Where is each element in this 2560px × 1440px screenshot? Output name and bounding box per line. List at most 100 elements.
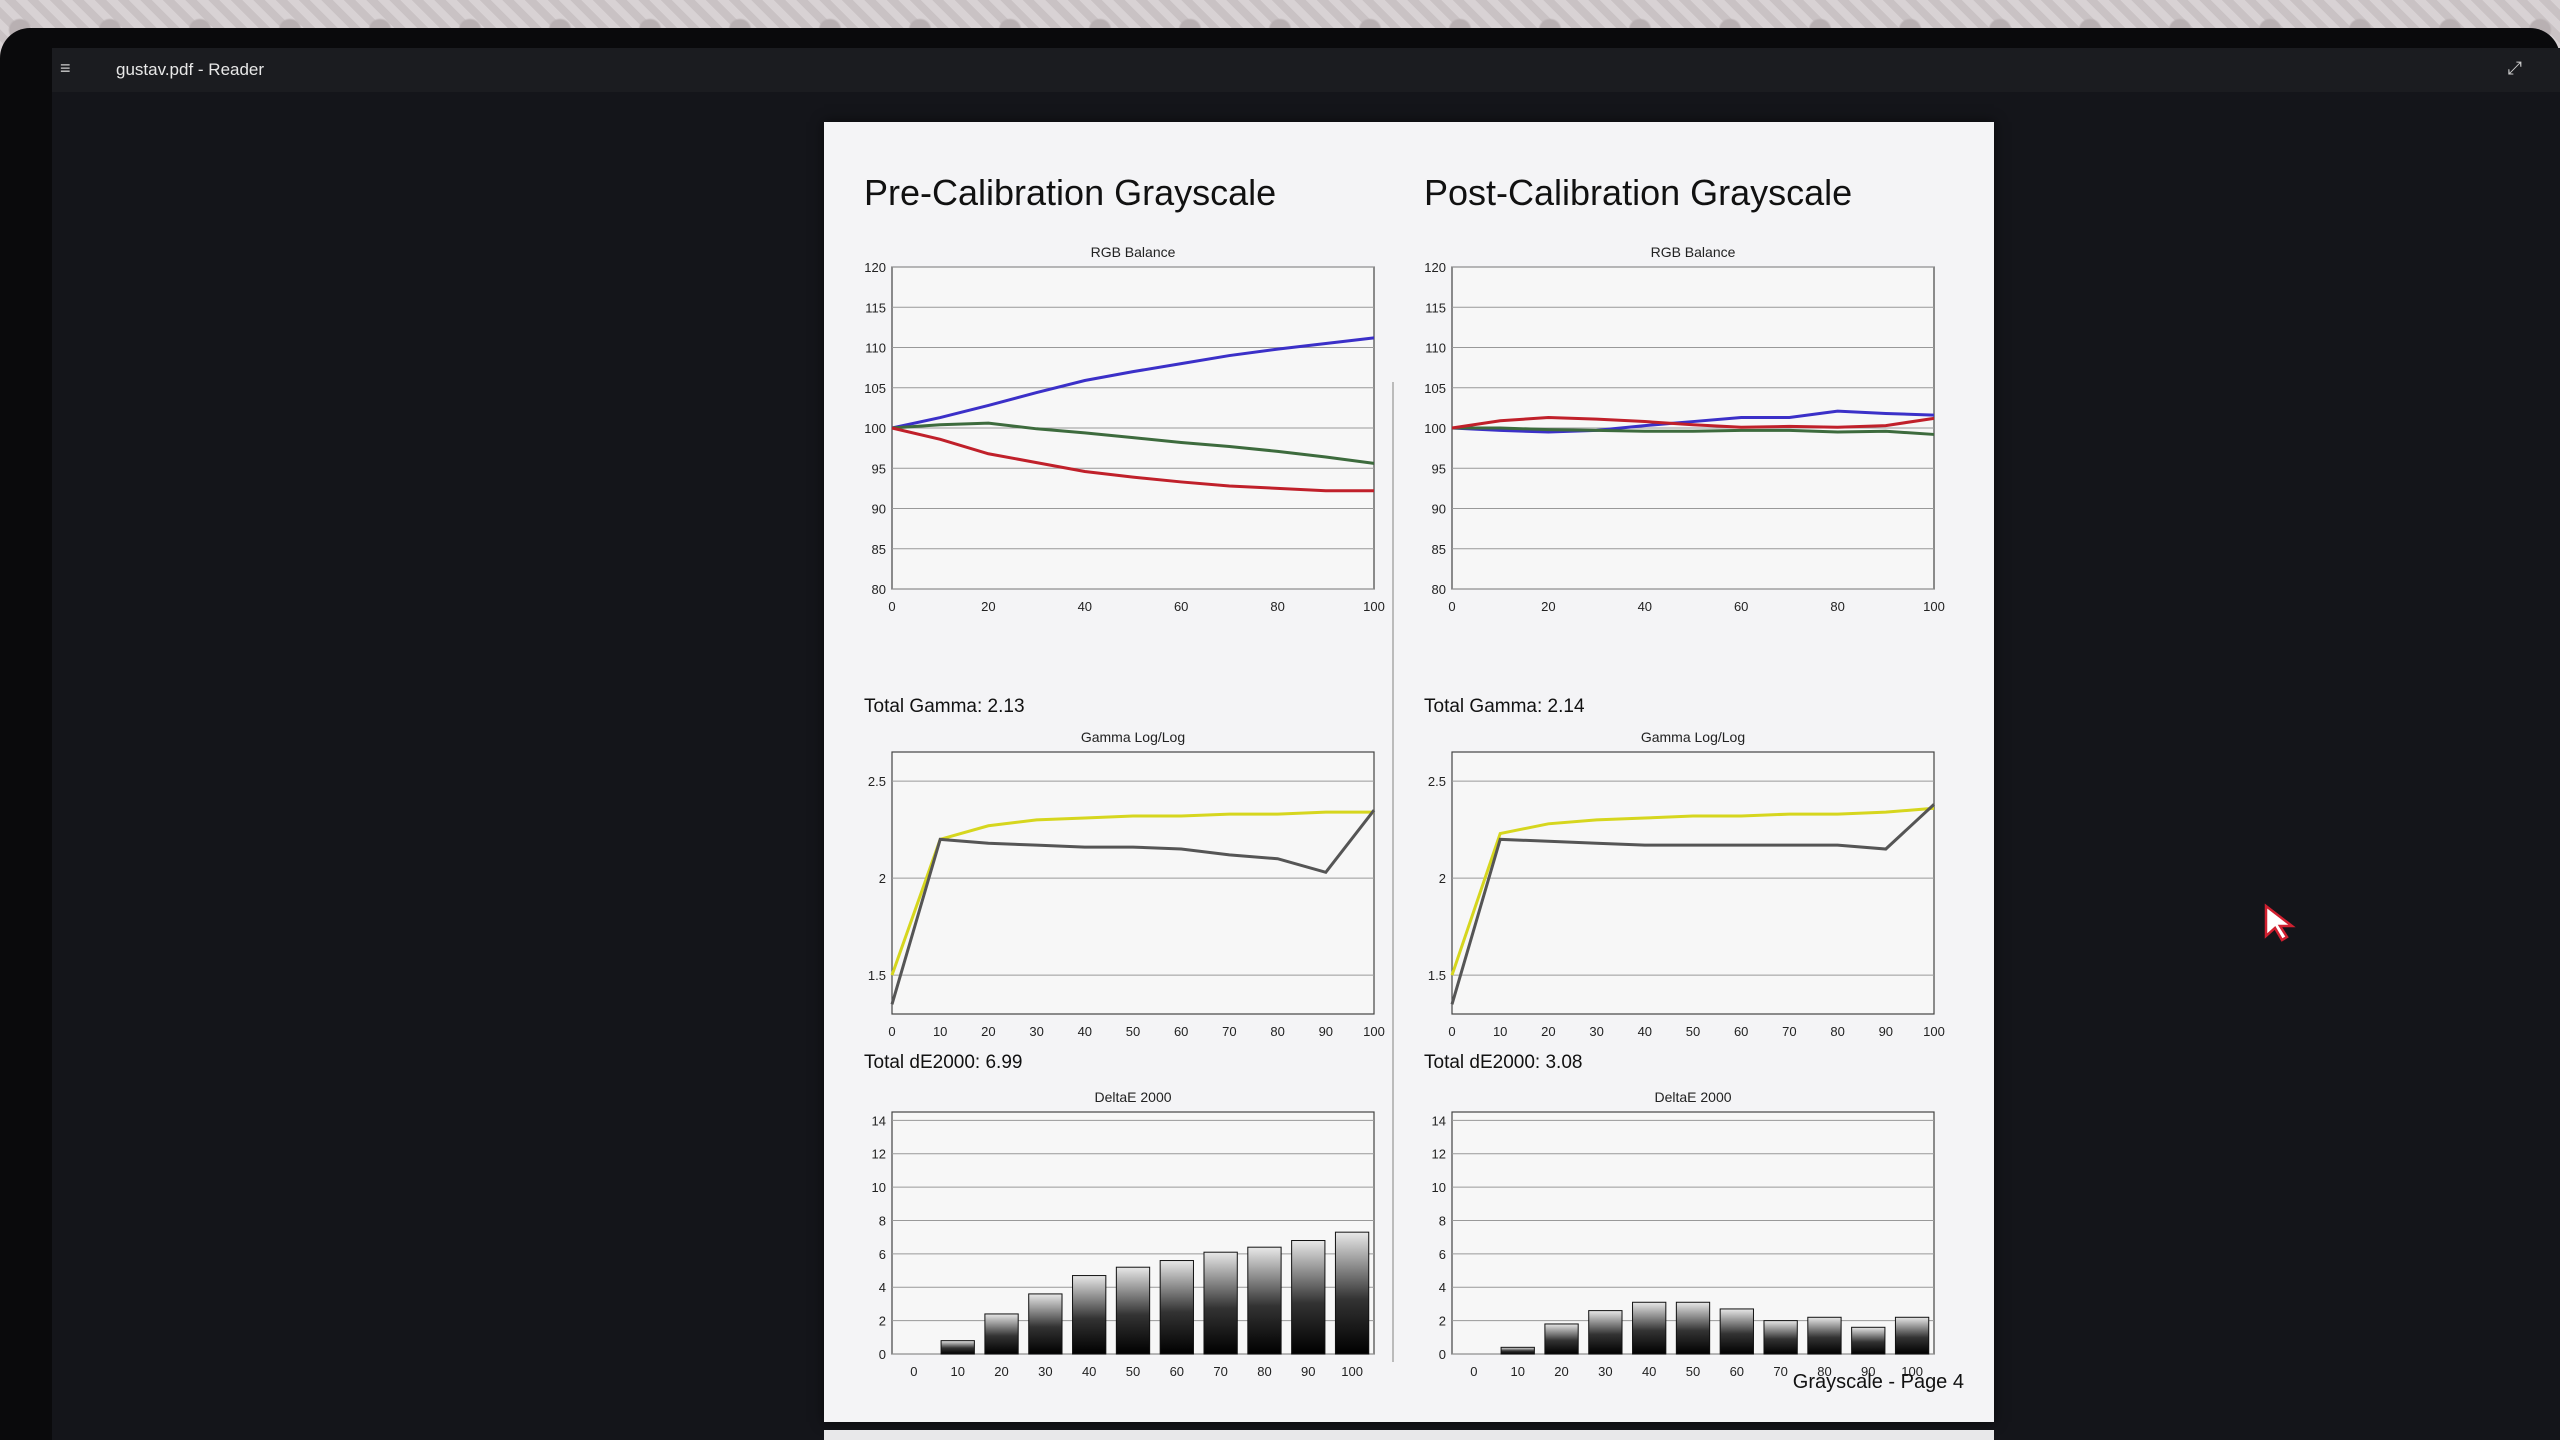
series-line [1451,416,1935,430]
x-tick-label: 40 [1082,1364,1096,1379]
x-tick-label: 10 [950,1364,964,1379]
bar [1632,1301,1667,1355]
x-tick-label: 90 [1861,1364,1875,1379]
bar [1719,1308,1754,1355]
post-gamma-chart: Gamma Log/Log 1.5 2 2.5 0 10 20 30 40 50 60 70 80 90 1… [1404,722,1964,1052]
x-tick-label: 20 [981,599,995,614]
y-tick-label: 110 [1425,341,1446,356]
x-tick-label: 50 [1126,1024,1140,1039]
y-tick-label: 105 [1424,381,1446,396]
x-tick-label: 60 [1730,1364,1744,1379]
x-tick-label: 0 [888,599,895,614]
y-tick-label: 85 [1432,542,1446,557]
x-tick-label: 90 [1879,1024,1893,1039]
y-tick-label: 115 [1425,300,1446,315]
y-tick-label: 2.5 [1428,774,1446,789]
x-tick-label: 70 [1773,1364,1787,1379]
y-tick-label: 120 [864,260,886,275]
series-line [890,810,1374,976]
x-tick-label: 100 [1923,1024,1945,1039]
title-bar: ≡ gustav.pdf - Reader ⤢ [52,48,2560,92]
hamburger-menu-icon[interactable]: ≡ [60,58,71,78]
y-tick-label: 10 [872,1180,886,1195]
y-tick-label: 12 [872,1147,886,1162]
x-tick-label: 70 [1222,1024,1236,1039]
y-tick-label: 80 [872,582,886,597]
y-tick-label: 95 [872,461,886,476]
x-tick-label: 40 [1642,1364,1656,1379]
post-calibration-title: Post-Calibration Grayscale [1424,172,1853,213]
bar [1588,1310,1623,1355]
chart-title: DeltaE 2000 [1654,1089,1731,1105]
x-tick-label: 0 [910,1364,917,1379]
chart-title: Gamma Log/Log [1641,729,1745,745]
x-tick-label: 10 [933,1024,947,1039]
x-tick-label: 10 [1493,1024,1507,1039]
x-tick-label: 30 [1589,1024,1603,1039]
series-line [1450,806,1935,976]
column-divider [1392,382,1394,1362]
x-tick-label: 40 [1078,1024,1092,1039]
series-line [1452,426,1935,436]
y-tick-label: 0 [1439,1347,1446,1362]
post-total-de2000: Total dE2000: 3.08 [1424,1052,1583,1073]
y-tick-label: 90 [872,502,886,517]
x-tick-label: 80 [1270,1024,1284,1039]
y-tick-label: 10 [1432,1180,1446,1195]
chart-title: RGB Balance [1651,244,1736,260]
x-tick-label: 40 [1638,599,1652,614]
pdf-page: Pre-Calibration Grayscale RGB Balance 80 8… [824,122,1994,1422]
y-tick-label: 1.5 [868,968,886,983]
fullscreen-icon[interactable]: ⤢ [2507,58,2522,78]
x-tick-label: 80 [1830,1024,1844,1039]
series-line [891,421,1375,465]
x-tick-label: 90 [1319,1024,1333,1039]
y-tick-label: 12 [1432,1147,1446,1162]
x-tick-label: 30 [1598,1364,1612,1379]
y-tick-label: 1.5 [1428,968,1446,983]
bar [1115,1266,1151,1355]
bar [1247,1246,1282,1355]
bar [1763,1320,1798,1355]
x-tick-label: 100 [1901,1364,1923,1379]
x-tick-label: 50 [1126,1364,1140,1379]
bar [1544,1323,1579,1355]
pre-total-de2000: Total dE2000: 6.99 [864,1052,1023,1073]
bar [1203,1251,1238,1355]
x-tick-label: 80 [1270,599,1284,614]
bar [984,1313,1019,1355]
y-tick-label: 14 [1432,1113,1446,1128]
y-tick-label: 120 [1424,260,1446,275]
y-tick-label: 2 [879,1314,886,1329]
y-tick-label: 6 [879,1247,886,1262]
pre-deltae-chart: DeltaE 2000 0 2 4 6 8 10 12 14 0 10 20 30 40 50 60 70 80 9… [844,1082,1404,1392]
x-tick-label: 60 [1170,1364,1184,1379]
bar [1159,1260,1194,1355]
mouse-cursor-icon [2264,903,2296,942]
x-tick-label: 90 [1301,1364,1315,1379]
pre-calibration-column: Pre-Calibration Grayscale RGB Balance 80 8… [844,122,1404,1422]
bar [1028,1293,1063,1355]
document-viewport[interactable]: Pre-Calibration Grayscale RGB Balance 80 8… [52,92,2560,1440]
y-tick-label: 2 [1439,1314,1446,1329]
series-line [1450,803,1936,1005]
x-tick-label: 20 [1541,599,1555,614]
x-tick-label: 30 [1029,1024,1043,1039]
chart-title: Gamma Log/Log [1081,729,1185,745]
x-tick-label: 60 [1734,599,1748,614]
y-tick-label: 95 [1432,461,1446,476]
x-tick-label: 40 [1078,599,1092,614]
plot-area [891,751,1375,1015]
x-tick-label: 20 [981,1024,995,1039]
x-tick-label: 20 [1554,1364,1568,1379]
plot-area [1451,751,1935,1015]
bar [1334,1231,1370,1355]
x-tick-label: 0 [1448,1024,1455,1039]
pre-calibration-title: Pre-Calibration Grayscale [864,172,1277,213]
series-line [891,336,1375,430]
pre-rgb-balance-chart: RGB Balance 80 85 90 95 100 105 110 115 120 0 20 40 6… [844,237,1404,627]
bar [1072,1275,1107,1355]
y-tick-label: 4 [879,1280,886,1295]
x-tick-label: 100 [1341,1364,1363,1379]
window-title: gustav.pdf - Reader [116,60,265,79]
